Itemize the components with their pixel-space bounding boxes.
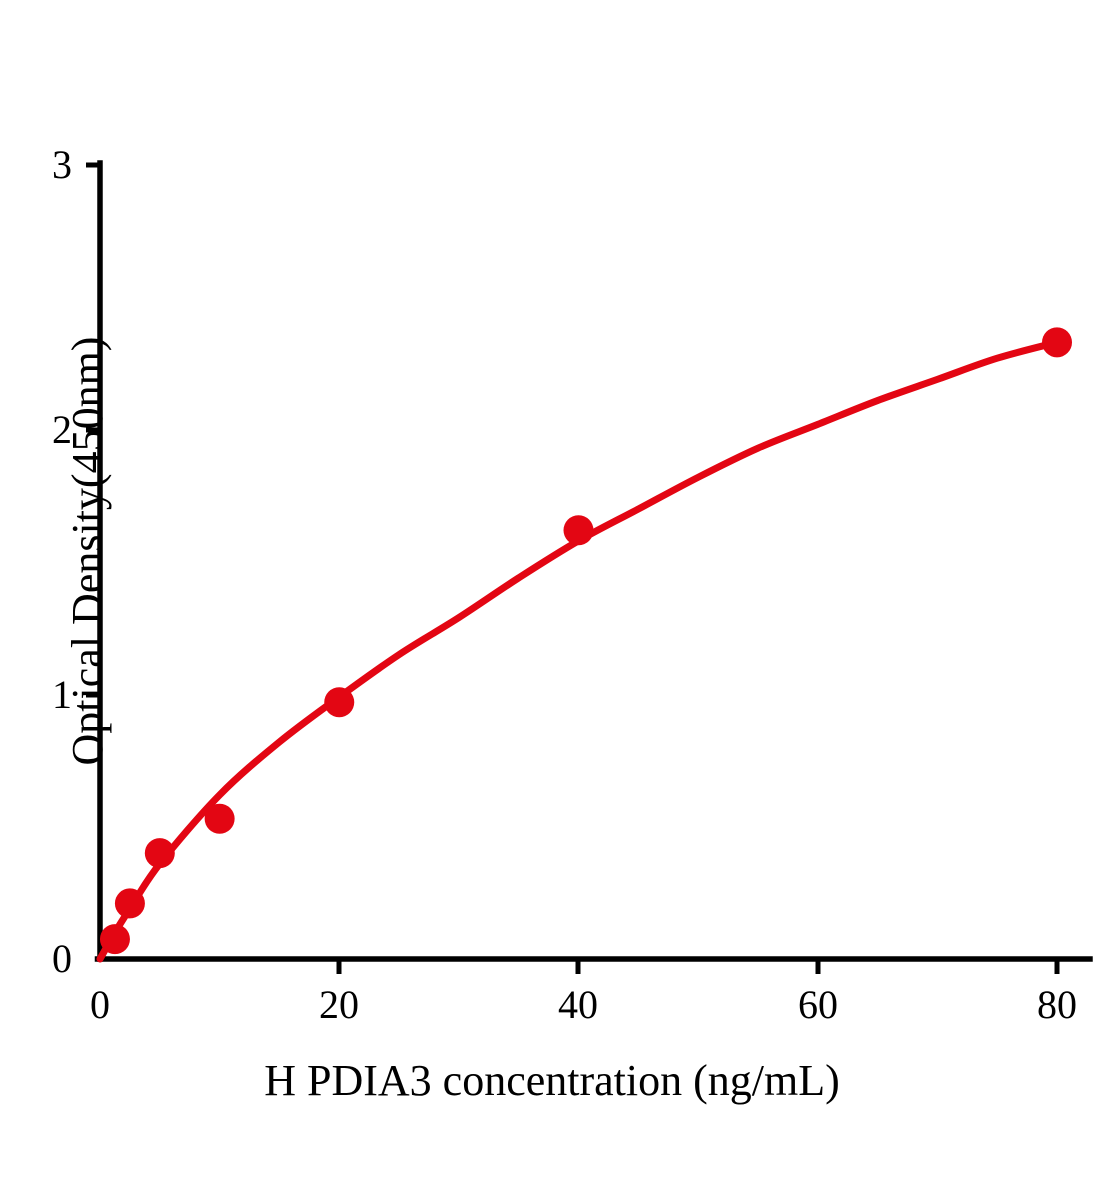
y-axis-title: Optical Density(450nm) bbox=[63, 336, 112, 766]
data-point bbox=[563, 515, 594, 546]
axis-lines bbox=[94, 160, 1093, 962]
y-tick-label-2: 2 bbox=[52, 407, 72, 452]
x-tick-label-80: 80 bbox=[1037, 982, 1077, 1027]
y-tick-label-0: 0 bbox=[52, 936, 72, 981]
x-tick-label-0: 0 bbox=[90, 982, 110, 1027]
y-tick-label-3: 3 bbox=[52, 142, 72, 187]
data-point bbox=[99, 924, 130, 955]
data-point bbox=[1042, 327, 1072, 358]
data-point bbox=[144, 838, 175, 869]
y-axis-ticks bbox=[86, 162, 100, 698]
x-axis-ticks bbox=[336, 959, 1060, 974]
fit-curve bbox=[96, 338, 1061, 963]
data-point bbox=[114, 888, 145, 919]
data-point bbox=[324, 687, 355, 718]
x-tick-label-40: 40 bbox=[558, 982, 598, 1027]
x-axis-title: H PDIA3 concentration (ng/mL) bbox=[264, 1056, 840, 1105]
data-point bbox=[204, 803, 235, 834]
data-point-group bbox=[99, 327, 1072, 955]
x-tick-label-60: 60 bbox=[798, 982, 838, 1027]
x-tick-label-20: 20 bbox=[319, 982, 359, 1027]
y-tick-label-1: 1 bbox=[52, 672, 72, 717]
